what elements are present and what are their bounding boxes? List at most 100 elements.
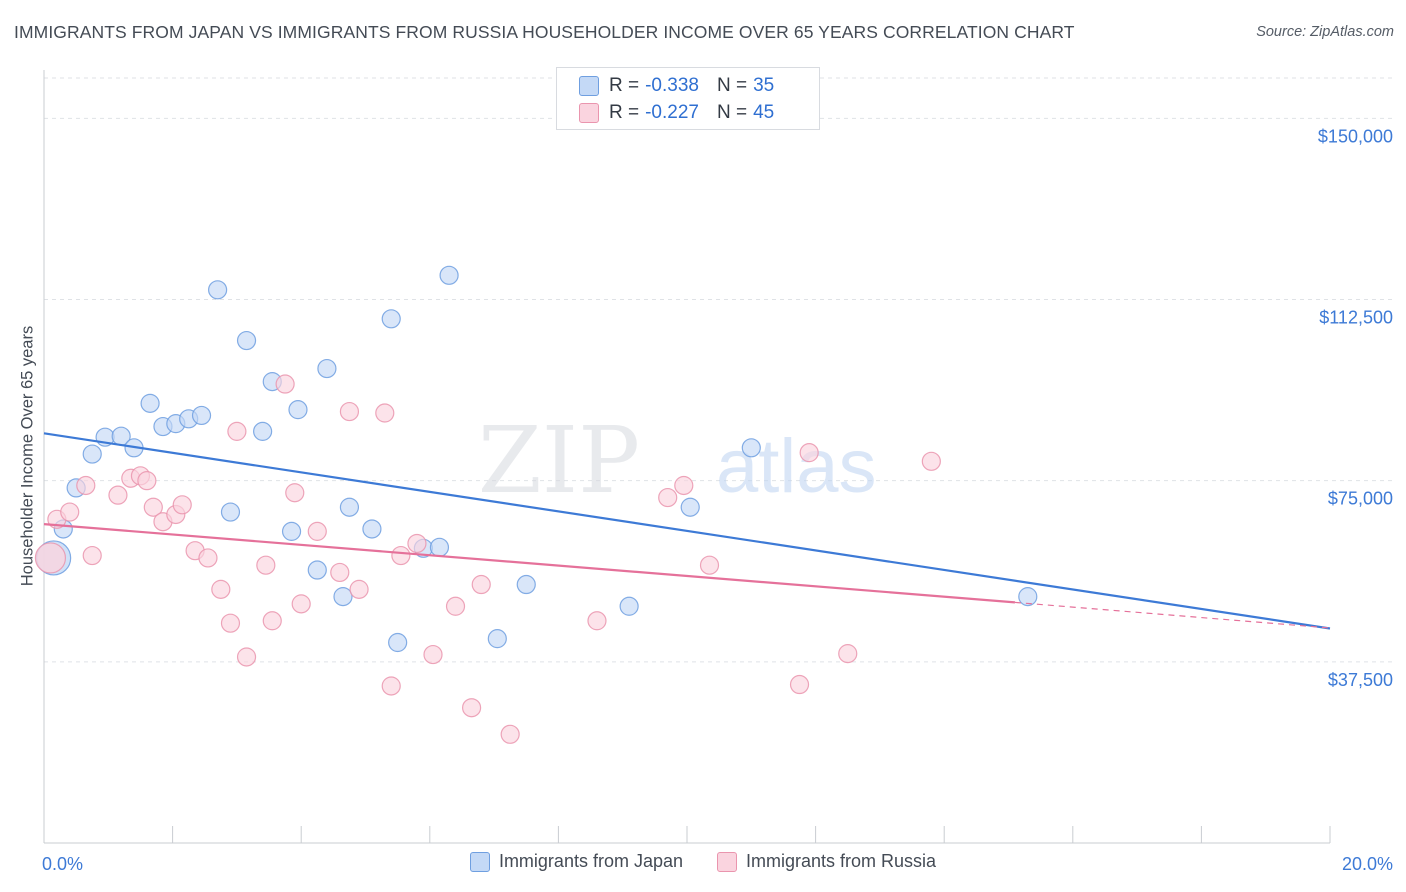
japan-point bbox=[619, 596, 639, 616]
tick-labels: $37,500 $75,000 $112,500 $150,000 0.0% 20.0% bbox=[42, 126, 1393, 874]
japan-point bbox=[487, 629, 507, 649]
japan-point bbox=[191, 405, 212, 426]
japan-point bbox=[439, 265, 459, 285]
japan-point bbox=[220, 502, 241, 522]
russia-point bbox=[198, 548, 218, 568]
trend-lines bbox=[43, 432, 1331, 630]
russia-point bbox=[375, 403, 395, 423]
stats-row-japan: R = -0.338 N = 35 bbox=[579, 75, 774, 97]
russia-trend-line bbox=[43, 523, 1016, 604]
russia-point bbox=[291, 594, 311, 614]
japan-swatch bbox=[579, 76, 599, 96]
russia-n-label: N = bbox=[716, 102, 748, 123]
legend-russia-swatch bbox=[717, 851, 737, 872]
russia-point bbox=[699, 555, 720, 575]
japan-point bbox=[680, 497, 700, 517]
japan-point bbox=[388, 632, 408, 653]
series-legend: Immigrants from Japan Immigrants from Ru… bbox=[0, 851, 1406, 872]
japan-point bbox=[281, 521, 302, 541]
russia-r-value: -0.227 bbox=[645, 102, 699, 123]
russia-point bbox=[461, 698, 482, 718]
legend-item-russia[interactable]: Immigrants from Russia bbox=[717, 851, 936, 872]
japan-point bbox=[333, 587, 353, 607]
legend-japan-label: Immigrants from Japan bbox=[498, 851, 683, 871]
russia-point bbox=[921, 451, 941, 471]
russia-point bbox=[256, 555, 276, 575]
russia-point bbox=[330, 562, 350, 583]
japan-point bbox=[1018, 587, 1038, 607]
data-points bbox=[34, 265, 1038, 744]
y-tick-label: $37,500 bbox=[1328, 670, 1393, 690]
russia-point bbox=[275, 374, 295, 394]
japan-point bbox=[741, 438, 761, 458]
legend-japan-swatch bbox=[469, 851, 490, 872]
japan-point bbox=[429, 537, 450, 557]
russia-point bbox=[262, 611, 282, 631]
russia-n-value: 45 bbox=[753, 102, 775, 123]
source-label: Source: ZipAtlas.com bbox=[1256, 24, 1394, 40]
russia-point bbox=[391, 545, 411, 566]
russia-point bbox=[423, 644, 443, 665]
russia-point bbox=[307, 521, 327, 541]
japan-r-value: -0.338 bbox=[645, 75, 699, 96]
russia-point bbox=[349, 579, 369, 599]
russia-point bbox=[674, 475, 694, 496]
russia-point bbox=[172, 495, 192, 515]
x-tick-label-max: 20.0% bbox=[1342, 854, 1393, 874]
russia-point bbox=[220, 613, 241, 633]
russia-point bbox=[60, 502, 80, 522]
japan-n-label: N = bbox=[716, 75, 748, 96]
japan-n-value: 35 bbox=[753, 75, 775, 96]
japan-point bbox=[82, 444, 102, 464]
russia-point bbox=[789, 674, 810, 695]
watermark-atlas: atlas bbox=[716, 424, 877, 509]
russia-point bbox=[339, 401, 360, 422]
japan-point bbox=[236, 330, 257, 351]
japan-point bbox=[288, 400, 308, 420]
russia-point bbox=[799, 443, 819, 463]
russia-point bbox=[82, 545, 102, 566]
y-tick-label: $112,500 bbox=[1319, 307, 1393, 327]
japan-point bbox=[140, 393, 160, 413]
japan-point bbox=[307, 560, 327, 580]
watermark: ZIP atlas bbox=[478, 407, 877, 514]
x-tick-label-min: 0.0% bbox=[42, 854, 83, 874]
japan-r-label: R = bbox=[609, 75, 640, 96]
axes bbox=[43, 70, 1331, 844]
russia-point bbox=[658, 487, 678, 508]
japan-trend-line bbox=[43, 432, 1331, 630]
russia-point bbox=[838, 644, 858, 664]
japan-point bbox=[362, 519, 382, 539]
russia-point bbox=[407, 533, 427, 554]
russia-point bbox=[587, 611, 607, 631]
stats-row-russia: R = -0.227 N = 45 bbox=[579, 102, 774, 124]
russia-point bbox=[227, 421, 247, 441]
russia-point bbox=[76, 475, 96, 496]
japan-point bbox=[317, 358, 337, 379]
stats-legend: R = -0.338 N = 35 R = -0.227 N = 45 bbox=[556, 67, 820, 130]
russia-point bbox=[137, 471, 157, 491]
legend-item-japan[interactable]: Immigrants from Japan bbox=[469, 851, 683, 872]
watermark-zip: ZIP bbox=[478, 407, 640, 514]
russia-point bbox=[445, 596, 466, 616]
russia-point bbox=[471, 574, 491, 595]
japan-point bbox=[339, 497, 360, 517]
chart-title: IMMIGRANTS FROM JAPAN VS IMMIGRANTS FROM… bbox=[14, 22, 1075, 42]
russia-point bbox=[211, 579, 231, 599]
russia-trend-extension bbox=[1014, 601, 1331, 629]
japan-point bbox=[381, 309, 401, 329]
japan-point bbox=[208, 280, 228, 300]
russia-point bbox=[381, 676, 401, 696]
gridlines bbox=[44, 77, 1394, 663]
japan-point bbox=[253, 421, 273, 441]
russia-point bbox=[108, 485, 128, 505]
y-tick-label: $75,000 bbox=[1328, 489, 1393, 509]
russia-point bbox=[34, 542, 67, 574]
russia-swatch bbox=[579, 103, 599, 123]
russia-point bbox=[500, 724, 520, 744]
russia-point bbox=[285, 483, 305, 503]
japan-point bbox=[516, 574, 536, 595]
russia-point bbox=[236, 647, 257, 667]
y-tick-label: $150,000 bbox=[1318, 126, 1393, 146]
